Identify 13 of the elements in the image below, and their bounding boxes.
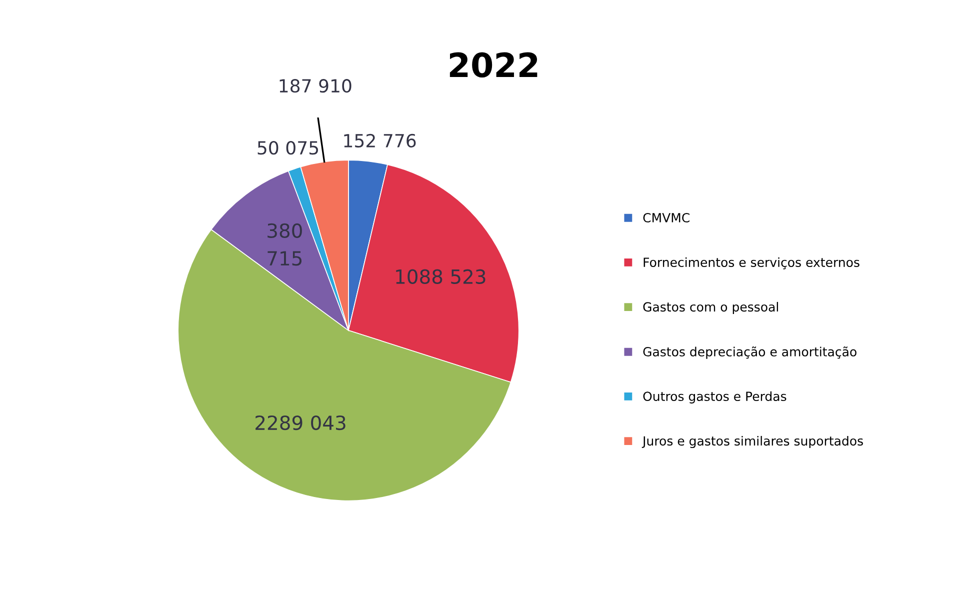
data-label: 50 075 — [258, 141, 318, 155]
data-label: 380 715 — [268, 223, 302, 266]
legend-label: Outros gastos e Perdas — [643, 391, 786, 404]
chart-title: 2022 — [450, 52, 538, 78]
data-label: 2289 043 — [256, 415, 346, 430]
data-label: 1088 523 — [396, 269, 486, 284]
legend-label: Juros e gastos similares suportados — [642, 436, 863, 448]
data-label: 152 776 — [344, 134, 416, 148]
legend-label: Fornecimentos e serviços externos — [644, 257, 860, 270]
data-label: 187 910 — [280, 79, 352, 93]
legend-label: Gastos com o pessoal — [643, 302, 778, 314]
legend-label: CMVMC — [643, 212, 690, 222]
legend-label: Gastos depreciação e amortitação — [643, 346, 856, 359]
